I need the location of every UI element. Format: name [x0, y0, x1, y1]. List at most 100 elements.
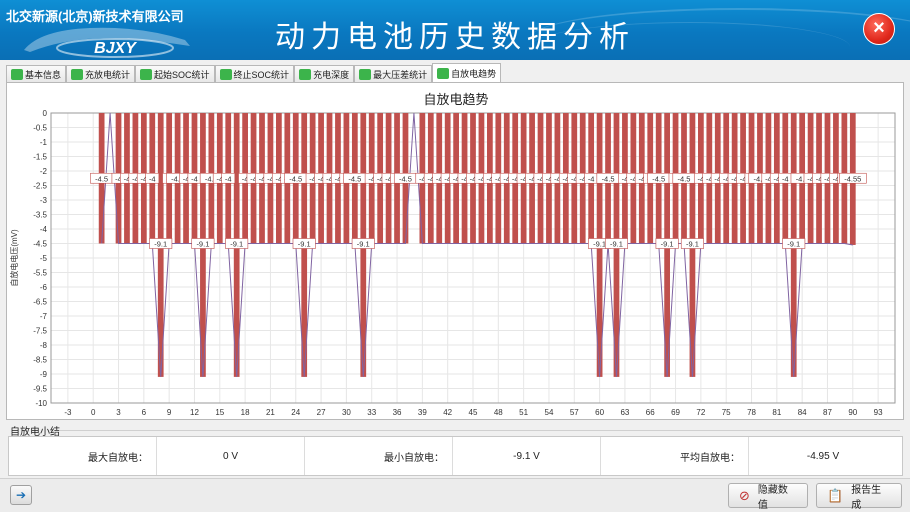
y-tick-label: -1 — [40, 138, 48, 147]
data-label: -4 — [309, 174, 316, 183]
data-label-box — [145, 172, 160, 184]
tab-0[interactable]: 基本信息 — [6, 65, 67, 83]
summary-divider — [60, 430, 900, 431]
summary-table: 最大自放电： 0 V 最小自放电： -9.1 V 平均自放电： -4.95 V — [8, 436, 903, 476]
max-discharge-value: 0 V — [157, 437, 305, 475]
x-tick-label: 54 — [545, 408, 554, 417]
x-tick-label: 42 — [443, 408, 452, 417]
data-label: -4.5 — [399, 174, 412, 183]
x-tick-label: 3 — [116, 408, 121, 417]
x-tick-label: 12 — [190, 408, 199, 417]
x-tick-label: 27 — [317, 408, 326, 417]
tab-3[interactable]: 终止SOC统计 — [214, 65, 295, 83]
depth-chart-icon — [299, 69, 312, 80]
data-label: -4 — [495, 174, 502, 183]
tab-5[interactable]: 最大压差统计 — [354, 65, 433, 83]
tab-bar: 基本信息 充放电统计 起始SOC统计 终止SOC统计 充电深度 最大压差统计 自放电趋势 — [6, 63, 502, 83]
x-tick-label: 15 — [215, 408, 224, 417]
close-button[interactable]: × — [863, 13, 895, 45]
y-tick-label: -9.5 — [33, 385, 47, 394]
report-button[interactable]: 📋 报告生成 — [816, 483, 902, 511]
data-label: -4 — [470, 174, 477, 183]
x-tick-label: 84 — [798, 408, 807, 417]
data-label: -9.1 — [154, 240, 167, 249]
data-label: -4 — [487, 174, 494, 183]
data-label: -4 — [124, 174, 131, 183]
data-label: -4 — [571, 174, 578, 183]
y-tick-label: -7.5 — [33, 327, 47, 336]
data-label: -4 — [318, 174, 325, 183]
logo-text: BJXY — [94, 40, 137, 57]
data-label: -4.5 — [171, 174, 184, 183]
data-label-box — [838, 172, 867, 184]
data-label: -4 — [242, 174, 249, 183]
self-discharge-chart: 0-0.5-1-1.5-2-2.5-3-3.5-4-4.5-5-5.5-6-6.… — [9, 109, 896, 417]
data-label: -4 — [529, 174, 536, 183]
data-label-box — [782, 238, 806, 249]
data-label: -9.1 — [196, 240, 209, 249]
x-tick-label: 87 — [823, 408, 832, 417]
data-label: -4 — [816, 174, 823, 183]
data-label: -9.1 — [787, 240, 800, 249]
trend-chart-icon — [437, 68, 450, 79]
data-label: -4.5 — [796, 174, 809, 183]
report-label: 报告生成 — [851, 484, 882, 511]
x-tick-label: 66 — [646, 408, 655, 417]
data-label: -4 — [622, 174, 629, 183]
y-tick-label: -3 — [40, 196, 48, 205]
tab-label: 最大压差统计 — [373, 70, 428, 80]
x-tick-label: 57 — [570, 408, 579, 417]
data-label: -4 — [183, 174, 190, 183]
data-label: -4 — [461, 174, 468, 183]
x-tick-label: 60 — [595, 408, 604, 417]
tab-2[interactable]: 起始SOC统计 — [135, 65, 215, 83]
data-label: -4 — [250, 174, 257, 183]
tab-1[interactable]: 充放电统计 — [66, 65, 136, 83]
y-tick-label: -10 — [35, 399, 47, 408]
x-tick-label: 81 — [772, 408, 781, 417]
avg-discharge-label: 平均自放电： — [601, 437, 749, 475]
data-label: -4 — [740, 174, 747, 183]
data-label: -4 — [259, 174, 266, 183]
data-label: -4 — [419, 174, 426, 183]
hide-values-button[interactable]: ⊘ 隐藏数值 — [728, 483, 808, 511]
avg-discharge-value: -4.95 V — [806, 450, 840, 462]
tab-label: 终止SOC统计 — [233, 70, 290, 80]
x-tick-label: 48 — [494, 408, 503, 417]
tab-4[interactable]: 充电深度 — [294, 65, 355, 83]
data-label: -4 — [638, 174, 645, 183]
data-label: -9.1 — [661, 240, 674, 249]
data-label: -9.1 — [230, 240, 243, 249]
data-label-box — [221, 172, 236, 184]
export-button[interactable]: ➔ — [10, 485, 32, 505]
x-tick-label: 72 — [696, 408, 705, 417]
data-label: -4 — [630, 174, 637, 183]
hide-values-label: 隐藏数值 — [757, 484, 788, 511]
data-label: -4 — [385, 174, 392, 183]
data-label: -4 — [588, 174, 595, 183]
y-tick-label: -5.5 — [33, 269, 47, 278]
bar-chart-icon — [140, 69, 153, 80]
data-label: -9.1 — [610, 240, 623, 249]
data-label: -4 — [444, 174, 451, 183]
data-label-box — [225, 238, 249, 249]
data-label: -4 — [807, 174, 814, 183]
decorative-swoosh — [530, 22, 850, 60]
tab-6[interactable]: 自放电趋势 — [432, 63, 502, 83]
data-label: -4 — [141, 174, 148, 183]
data-label: -4 — [276, 174, 283, 183]
y-tick-label: -4.5 — [33, 240, 47, 249]
data-label-box — [604, 238, 628, 249]
x-tick-label: 45 — [469, 408, 478, 417]
tab-label: 充电深度 — [313, 70, 350, 80]
data-label: -4 — [115, 174, 122, 183]
decorative-swoosh — [530, 8, 910, 60]
tab-label: 充放电统计 — [85, 70, 131, 80]
company-name: 北交新源(北京)新技术有限公司 — [6, 9, 184, 24]
x-tick-label: 6 — [142, 408, 147, 417]
app-title: 动力电池历史数据分析 — [275, 20, 635, 55]
data-label: -4.5 — [348, 174, 361, 183]
x-tick-label: 39 — [418, 408, 427, 417]
y-tick-label: -9 — [40, 370, 48, 379]
data-label: -4 — [377, 174, 384, 183]
